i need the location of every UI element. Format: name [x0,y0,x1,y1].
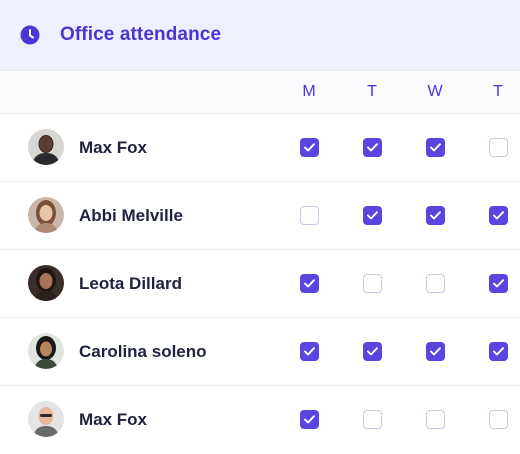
checkmark-icon [304,347,315,356]
attendance-checkbox[interactable] [363,342,382,361]
table-row: Leota Dillard [0,250,520,318]
avatar [28,333,64,369]
day-label-monday: M [302,83,316,100]
table-row: Max Fox [0,386,520,454]
checkmark-icon [493,279,504,288]
attendance-checkbox[interactable] [489,206,508,225]
attendance-checkbox[interactable] [300,206,319,225]
avatar [28,401,64,437]
table-row: Abbi Melville [0,182,520,250]
checkmark-icon [430,347,441,356]
attendance-checkbox[interactable] [300,138,319,157]
table-row: Max Fox [0,114,520,182]
person-name: Carolina soleno [79,342,207,361]
person-name: Max Fox [79,410,148,429]
table-row: Carolina soleno [0,318,520,386]
attendance-checkbox[interactable] [300,274,319,293]
checkmark-icon [493,211,504,220]
person-name: Leota Dillard [79,274,182,293]
attendance-checkbox[interactable] [489,138,508,157]
attendance-checkbox[interactable] [426,138,445,157]
page-title: Office attendance [60,24,222,45]
clock-icon [20,25,40,45]
checkmark-icon [430,143,441,152]
header: Office attendance [0,0,520,71]
attendance-checkbox[interactable] [300,410,319,429]
checkmark-icon [430,211,441,220]
checkmark-icon [367,347,378,356]
attendance-checkbox[interactable] [489,410,508,429]
attendance-checkbox[interactable] [300,342,319,361]
attendance-checkbox[interactable] [489,342,508,361]
attendance-checkbox[interactable] [363,274,382,293]
checkmark-icon [304,279,315,288]
attendance-checkbox[interactable] [426,274,445,293]
attendance-checkbox[interactable] [426,342,445,361]
attendance-checkbox[interactable] [426,410,445,429]
day-label-tuesday: T [367,83,377,100]
checkmark-icon [367,143,378,152]
avatar [28,197,64,233]
person-name: Max Fox [79,138,148,157]
avatar [28,129,64,165]
weekday-header-row: M T W T [0,71,520,114]
attendance-checkbox[interactable] [363,410,382,429]
day-label-wednesday: W [427,83,443,100]
avatar [28,265,64,301]
checkmark-icon [304,143,315,152]
person-name: Abbi Melville [79,206,183,225]
checkmark-icon [304,415,315,424]
attendance-checkbox[interactable] [489,274,508,293]
attendance-checkbox[interactable] [363,206,382,225]
checkmark-icon [493,347,504,356]
attendance-checkbox[interactable] [426,206,445,225]
day-label-thursday: T [493,83,503,100]
attendance-checkbox[interactable] [363,138,382,157]
checkmark-icon [367,211,378,220]
